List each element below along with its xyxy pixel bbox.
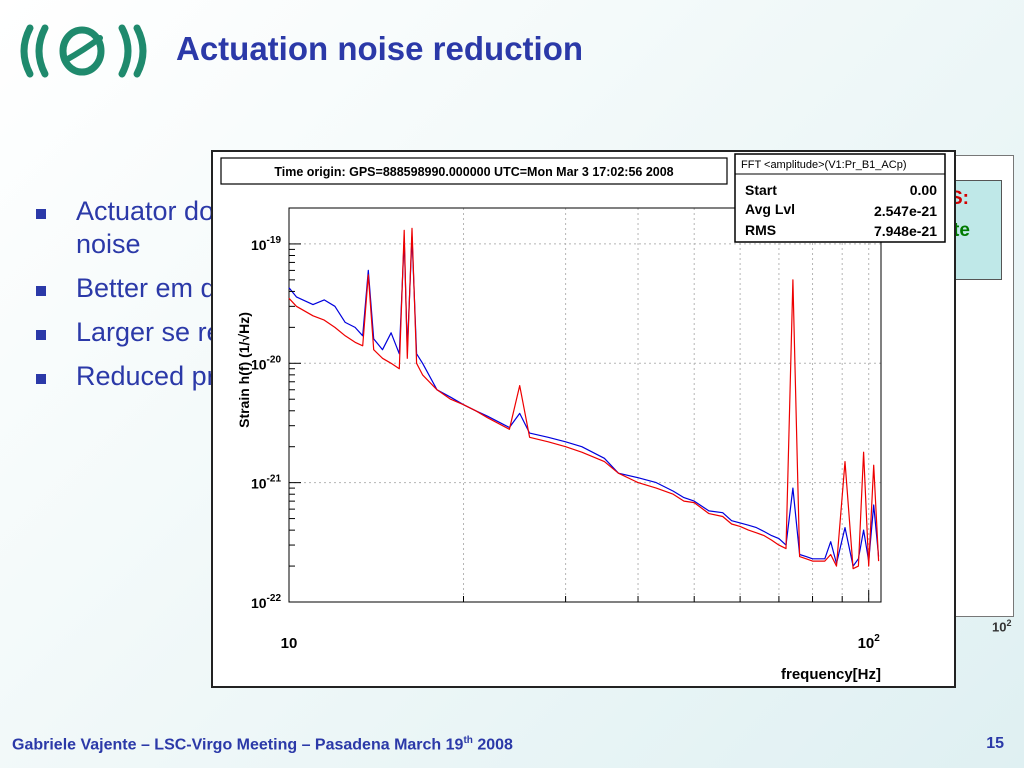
y-tick-label: 10-20 (251, 354, 281, 372)
slide-footer: Gabriele Vajente – LSC-Virgo Meeting – P… (12, 735, 513, 754)
chart-series (288, 227, 880, 570)
stats-title: FFT <amplitude>(V1:Pr_B1_ACp) (741, 159, 906, 171)
chart-header: Time origin: GPS=888598990.000000 UTC=Mo… (274, 165, 673, 179)
stats-box (734, 153, 946, 243)
y-axis-label: Strain h(f) (1/√Hz) (236, 312, 252, 428)
series-line (288, 236, 880, 567)
bullet-square-icon (36, 330, 46, 340)
virgo-logo-icon (20, 24, 147, 78)
stats-label-avg: Avg Lvl (745, 201, 795, 217)
x-tick-label: 102 (858, 633, 881, 652)
bullet-square-icon (36, 374, 46, 384)
y-tick-label: 10-19 (251, 235, 281, 253)
page-number: 15 (986, 735, 1004, 752)
bullet-square-icon (36, 286, 46, 296)
spectrum-chart: 10-19 10-20 10-21 10-22 10 102 Time origin: G… (211, 150, 956, 688)
x-tick-label: 10 (281, 635, 298, 652)
bullet-square-icon (36, 209, 46, 219)
chart-header-box (220, 157, 728, 185)
stats-value-rms: 7.948e-21 (874, 223, 937, 239)
x-axis-label: frequency[Hz] (781, 666, 881, 683)
plot-area (288, 207, 882, 603)
stats-label-start: Start (745, 182, 777, 198)
chart-svg: 10-19 10-20 10-21 10-22 10 102 Time origin: G… (220, 153, 946, 683)
stats-value-start: 0.00 (910, 182, 937, 198)
series-line (288, 227, 880, 570)
chart-grid (289, 208, 881, 603)
background-green-text: te (953, 220, 970, 241)
background-tick-label: 102 (992, 618, 1012, 635)
stats-value-avg: 2.547e-21 (874, 203, 937, 219)
y-tick-label: 10-21 (251, 474, 281, 492)
stats-label-rms: RMS (745, 222, 776, 238)
page-title: Actuation noise reduction (176, 30, 584, 67)
y-tick-label: 10-22 (251, 593, 281, 611)
